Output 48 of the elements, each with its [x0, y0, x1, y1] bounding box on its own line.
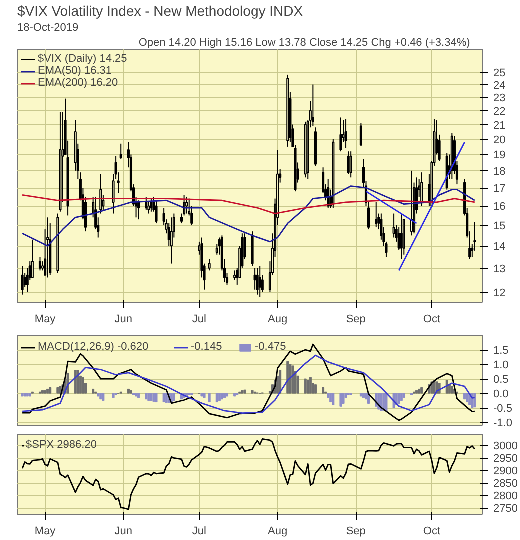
legend-label: $SPX 2986.20 — [26, 439, 97, 451]
x-tick-label: May — [34, 314, 56, 326]
chart-subtitle: 18-Oct-2019 — [18, 22, 79, 34]
x-tick-label: Sep — [346, 314, 366, 326]
y-tick-label: 18 — [494, 166, 506, 178]
x-tick-label: Jun — [114, 314, 133, 326]
y-tick-label: 17 — [494, 183, 506, 196]
y-tick-label: 13 — [494, 263, 506, 276]
y-tick-label: 2950 — [494, 453, 518, 466]
y-tick-label: 20 — [494, 134, 506, 146]
y-tick-label: 19 — [494, 150, 506, 162]
legend-label: EMA(200) 16.20 — [38, 77, 118, 89]
y-tick-label: 23 — [494, 92, 506, 105]
y-tick-label: 16 — [494, 201, 506, 214]
y-tick-label: 0.5 — [494, 374, 509, 386]
x-tick-label: Aug — [268, 314, 288, 326]
y-tick-label: 12 — [494, 287, 506, 300]
x-tick-label: Jul — [192, 314, 206, 326]
x-tick-label: Aug — [268, 526, 288, 538]
y-tick-label: 2900 — [494, 466, 518, 478]
y-tick-label: 2750 — [494, 503, 518, 516]
y-tick-label: 3000 — [494, 440, 518, 453]
y-tick-label: 2800 — [494, 490, 518, 503]
legend-label: -0.145 — [191, 341, 222, 353]
text: Open 14.20 High 15.16 Low 13.78 Close 14.25 Chg +0.46 (+3.34%) — [138, 37, 470, 49]
x-tick-label: Jun — [114, 526, 133, 538]
y-tick-label: 24 — [494, 80, 506, 92]
y-tick-label: 15 — [494, 220, 506, 233]
x-tick-label: May — [34, 526, 56, 538]
y-tick-label: 2850 — [494, 478, 518, 490]
legend-label: -0.475 — [255, 341, 286, 353]
annotation: $VIX (Daily) 14.25 — [38, 53, 128, 65]
legend-label: MACD(12,26,9) -0.620 — [38, 341, 149, 353]
y-tick-label: -0.5 — [494, 403, 512, 416]
x-tick-label: Jul — [192, 526, 206, 538]
x-tick-label: Oct — [423, 314, 441, 326]
chart-title: $VIX Volatility Index - New Methodology INDX — [18, 3, 304, 19]
y-tick-label: 14 — [494, 241, 506, 254]
legend-label: EMA(50) 16.31 — [38, 65, 112, 77]
y-tick-label: -1.0 — [494, 418, 512, 430]
x-tick-label: Sep — [346, 526, 366, 538]
y-tick-label: 22 — [494, 106, 506, 118]
y-tick-label: 25 — [494, 68, 506, 80]
y-tick-label: 0.0 — [494, 388, 509, 401]
y-tick-label: 1.0 — [494, 360, 509, 372]
y-tick-label: 1.5 — [494, 345, 509, 358]
y-tick-label: 21 — [494, 120, 506, 132]
x-tick-label: Oct — [423, 526, 441, 538]
